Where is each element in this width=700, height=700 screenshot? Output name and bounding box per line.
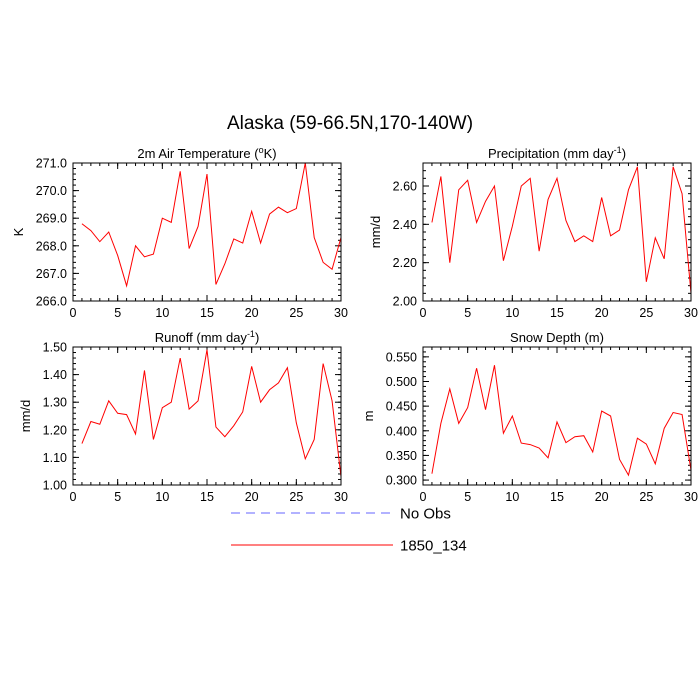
x-tick-label: 25 (639, 306, 653, 320)
series-line (81, 349, 341, 477)
chart-panel: Runoff (mm day-1) 0 5 10 15 20 25 30 1.00 1.10 1.2… (18, 329, 348, 504)
y-tick-label: 269.0 (36, 212, 67, 226)
chart-panel: Snow Depth (m) 0 5 10 15 20 25 30 0.300 0.350 0.40… (361, 330, 698, 504)
x-tick-label: 25 (289, 306, 303, 320)
x-tick-label: 20 (595, 306, 609, 320)
y-tick-label: 0.550 (386, 350, 417, 364)
x-tick-label: 30 (334, 306, 348, 320)
legend-entry: No Obs (231, 506, 451, 523)
x-tick-label: 10 (505, 490, 519, 504)
x-tick-label: 0 (70, 490, 77, 504)
y-tick-label: 0.450 (386, 400, 417, 414)
minor-ticks (72, 346, 342, 486)
panel-title-text: Runoff (mm day (155, 330, 248, 345)
chart-panel: Precipitation (mm day-1) 0 5 10 15 20 25 30 2.00… (368, 145, 698, 320)
chart-panel: 2m Air Temperature (oK) 0 5 10 15 20 25 30 266.0… (11, 145, 348, 320)
panel-title-text: 2m Air Temperature ( (137, 146, 259, 161)
series-line (431, 365, 691, 477)
y-tick-label: 267.0 (36, 267, 67, 281)
panel-title-text: Precipitation (mm day (488, 146, 614, 161)
y-tick-label: 0.500 (386, 375, 417, 389)
x-tick-label: 20 (595, 490, 609, 504)
panel-title-superscript: -1 (614, 145, 622, 155)
x-tick-label: 5 (114, 490, 121, 504)
y-tick-label: 0.400 (386, 424, 417, 438)
x-tick-label: 15 (200, 306, 214, 320)
x-tick-label: 30 (684, 306, 698, 320)
x-tick-label: 15 (550, 490, 564, 504)
legend-entry: 1850_134 (231, 538, 467, 555)
panel-title-superscript: -1 (247, 329, 255, 339)
panel-title: Runoff (mm day-1) (155, 329, 260, 345)
x-tick-label: 20 (245, 306, 259, 320)
x-tick-label: 10 (155, 490, 169, 504)
series-line (431, 166, 691, 294)
plot-frame (422, 346, 692, 486)
y-axis-label: mm/d (18, 400, 33, 433)
x-tick-label: 15 (200, 490, 214, 504)
figure-title: Alaska (59-66.5N,170-140W) (227, 113, 473, 134)
x-tick-label: 15 (550, 306, 564, 320)
minor-ticks (422, 162, 692, 302)
y-tick-label: 1.00 (43, 479, 67, 493)
x-tick-label: 5 (464, 306, 471, 320)
legend-label: 1850_134 (400, 538, 467, 555)
x-tick-label: 0 (420, 306, 427, 320)
x-tick-label: 20 (245, 490, 259, 504)
y-axis-label: mm/d (368, 216, 383, 249)
plot-frame (72, 346, 342, 486)
panel-title-superscript: o (259, 145, 264, 155)
y-tick-label: 0.300 (386, 474, 417, 488)
y-tick-label: 271.0 (36, 157, 67, 171)
x-tick-label: 30 (334, 490, 348, 504)
y-tick-label: 0.350 (386, 449, 417, 463)
y-tick-label: 2.00 (393, 295, 417, 309)
y-axis-label: K (11, 227, 26, 236)
legend: No Obs 1850_134 (231, 506, 467, 555)
panel-title-text: Snow Depth (m) (510, 330, 604, 345)
x-tick-label: 0 (420, 490, 427, 504)
y-tick-label: 2.40 (393, 218, 417, 232)
x-tick-label: 5 (464, 490, 471, 504)
y-tick-label: 266.0 (36, 295, 67, 309)
panel-title: Precipitation (mm day-1) (488, 145, 626, 161)
panel-title: Snow Depth (m) (510, 330, 604, 345)
x-tick-label: 5 (114, 306, 121, 320)
y-tick-label: 1.50 (43, 341, 67, 355)
y-axis-label: m (361, 411, 376, 422)
x-tick-label: 0 (70, 306, 77, 320)
x-tick-label: 30 (684, 490, 698, 504)
y-tick-label: 1.30 (43, 396, 67, 410)
y-tick-label: 2.20 (393, 256, 417, 270)
y-tick-label: 1.10 (43, 451, 67, 465)
x-tick-label: 25 (639, 490, 653, 504)
series-line (81, 163, 341, 288)
panels: 2m Air Temperature (oK)0 5 10 15 20 25 30266.0… (11, 145, 698, 504)
y-tick-label: 270.0 (36, 184, 67, 198)
x-tick-label: 10 (155, 306, 169, 320)
y-tick-label: 1.40 (43, 368, 67, 382)
panel-title-text: ) (622, 146, 626, 161)
panel-title-text: ) (255, 330, 259, 345)
plot-frame (72, 162, 342, 302)
x-tick-label: 10 (505, 306, 519, 320)
plot-frame (422, 162, 692, 302)
y-tick-label: 2.60 (393, 180, 417, 194)
panel-title-text: K) (264, 146, 277, 161)
y-tick-label: 268.0 (36, 239, 67, 253)
legend-label: No Obs (400, 506, 451, 523)
panel-title: 2m Air Temperature (oK) (137, 145, 276, 161)
y-tick-label: 1.20 (43, 423, 67, 437)
x-tick-label: 25 (289, 490, 303, 504)
